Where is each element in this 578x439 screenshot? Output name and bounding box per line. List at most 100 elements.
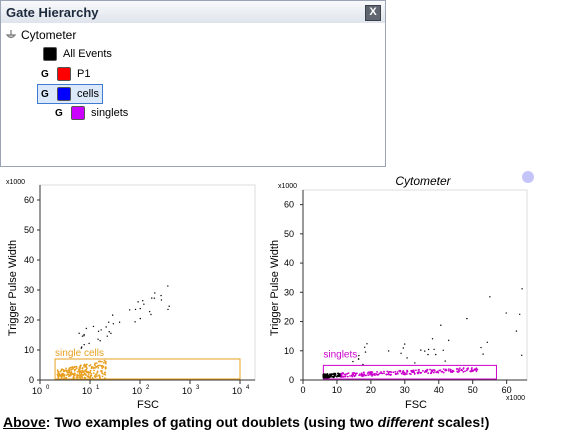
event-point xyxy=(100,365,103,368)
gate-prefix: G xyxy=(41,88,49,100)
cytometer-icon xyxy=(5,30,17,39)
event-point xyxy=(91,377,94,379)
close-button[interactable]: X xyxy=(365,5,381,21)
event-point xyxy=(105,326,107,328)
gate-label: singlets xyxy=(323,349,357,360)
x-tick-label: 10 xyxy=(182,386,192,396)
event-point xyxy=(432,371,435,374)
event-point xyxy=(519,313,521,315)
event-point xyxy=(378,372,381,375)
event-point xyxy=(430,372,433,375)
event-point xyxy=(91,366,94,369)
y-tick-label: 20 xyxy=(24,315,34,325)
x-tick-label: 0 xyxy=(300,385,305,395)
event-point xyxy=(75,367,78,370)
event-point xyxy=(101,367,104,370)
event-point xyxy=(366,343,368,345)
event-point xyxy=(67,371,70,374)
event-point xyxy=(442,349,444,351)
tree-item-all-events[interactable]: All Events xyxy=(43,45,112,63)
event-point xyxy=(104,377,106,380)
event-point xyxy=(75,366,78,368)
color-swatch xyxy=(71,106,85,120)
scatter-plot-linear: x1000 Cytometer Trigger Pulse Width FSC … xyxy=(269,171,534,411)
tree-item-label: P1 xyxy=(77,68,91,80)
event-point xyxy=(359,373,361,376)
gate-rectangle[interactable] xyxy=(322,364,497,380)
event-point xyxy=(89,377,92,379)
event-point xyxy=(439,369,442,372)
event-point xyxy=(406,370,409,373)
event-point xyxy=(332,375,335,378)
event-point xyxy=(442,368,445,371)
event-point xyxy=(480,346,482,349)
event-point xyxy=(411,371,414,374)
gate-label: single cells xyxy=(55,348,104,359)
tree-item-singlets[interactable]: G singlets xyxy=(55,104,128,122)
tree-item-label: All Events xyxy=(63,48,112,60)
event-point xyxy=(340,372,343,375)
gate-rectangle[interactable] xyxy=(54,358,241,380)
event-point xyxy=(425,370,428,373)
x-tick-exponent: 3 xyxy=(196,385,200,391)
event-point xyxy=(387,373,390,376)
event-point xyxy=(89,369,92,372)
event-point xyxy=(333,372,336,375)
event-point xyxy=(431,338,434,340)
event-point xyxy=(362,363,364,366)
event-point xyxy=(101,375,104,378)
event-point xyxy=(167,308,169,311)
event-point xyxy=(413,371,416,374)
y-axis-label: Trigger Pulse Width xyxy=(269,240,281,336)
event-point xyxy=(442,371,445,374)
event-point xyxy=(396,372,399,375)
x-tick-exponent: 0 xyxy=(46,385,50,391)
event-point xyxy=(168,305,170,307)
event-point xyxy=(418,368,420,371)
x-tick-exponent: 4 xyxy=(246,385,250,391)
event-point xyxy=(139,317,141,320)
event-point xyxy=(322,373,325,376)
event-point xyxy=(352,371,355,374)
event-point xyxy=(456,368,459,370)
event-point xyxy=(357,358,360,360)
event-point xyxy=(108,321,110,323)
event-point xyxy=(459,367,461,370)
event-point xyxy=(103,359,106,362)
scatter-plot-log: x1000 Trigger Pulse Width FSC single cel… xyxy=(6,179,256,411)
figure-caption: Above: Two examples of gating out double… xyxy=(3,414,489,430)
event-point xyxy=(489,296,491,298)
color-swatch xyxy=(57,87,71,101)
event-point xyxy=(93,363,96,366)
event-point xyxy=(68,369,71,372)
event-point xyxy=(104,366,107,368)
event-point xyxy=(418,370,420,373)
event-point xyxy=(148,310,151,313)
event-point xyxy=(90,374,93,377)
event-point xyxy=(368,371,371,374)
event-point xyxy=(346,372,349,375)
tree-item-cells[interactable]: G cells xyxy=(37,84,104,104)
event-point xyxy=(96,375,98,377)
tree-item-p1[interactable]: G P1 xyxy=(41,65,90,83)
event-point xyxy=(104,371,106,374)
event-point xyxy=(70,370,73,373)
y-tick-label: 30 xyxy=(284,287,294,297)
event-point xyxy=(63,370,65,373)
gate-tree: Cytometer All Events G P1 G cells G sing… xyxy=(1,23,385,166)
x-tick-label: 10 xyxy=(232,386,242,396)
event-point xyxy=(97,338,99,340)
event-point xyxy=(415,369,417,372)
event-point xyxy=(143,303,145,305)
x-tick-label: 10 xyxy=(332,385,342,395)
event-point xyxy=(390,373,392,376)
x-tick-exponent: 1 xyxy=(96,385,100,391)
event-point xyxy=(344,373,347,376)
event-point xyxy=(470,370,473,372)
event-point xyxy=(102,361,105,364)
event-point xyxy=(79,366,82,368)
event-point xyxy=(78,370,81,373)
event-point xyxy=(521,288,523,290)
tree-root[interactable]: Cytometer xyxy=(5,26,76,44)
event-point xyxy=(422,369,424,372)
